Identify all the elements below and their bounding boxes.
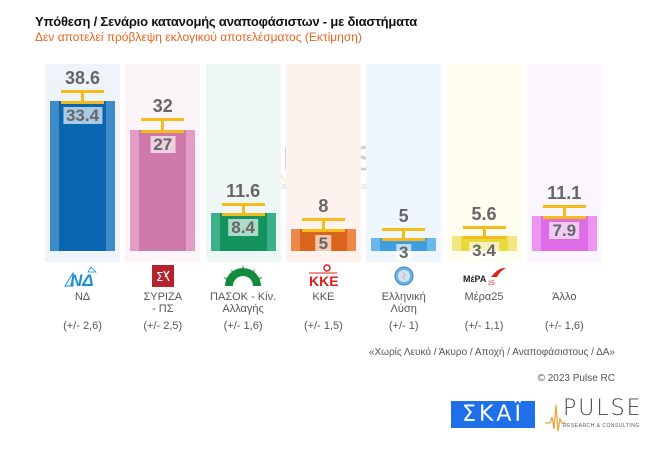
kke-logo-icon: ΚΚΕ xyxy=(286,264,361,288)
party-column: 32 27 xyxy=(125,64,201,262)
party-name: Μέρα25 xyxy=(464,291,504,303)
party-name: ΠΑΣΟΚ - Κίν. Αλλαγής xyxy=(210,291,277,315)
mera25-logo-icon: ΜέΡΑ 25 xyxy=(447,264,522,288)
svg-text:Σ: Σ xyxy=(156,270,164,284)
error-whisker xyxy=(382,227,426,241)
party-name: Ελληνική Λύση xyxy=(381,291,426,315)
error-whisker xyxy=(221,202,265,217)
upper-value-label: 32 xyxy=(152,95,173,116)
pulse-logo-word: PULSE xyxy=(563,396,643,421)
margin-of-error: (+/- 2,5) xyxy=(143,320,183,332)
pasok-logo-icon xyxy=(206,264,281,288)
lower-value-label: 5 xyxy=(315,234,332,252)
margin-of-error: (+/- 1,6) xyxy=(223,320,263,332)
bar-inner xyxy=(59,101,106,251)
party-column: 11.1 7.9 xyxy=(526,64,602,262)
nd-logo-icon: ΝΔ xyxy=(45,264,120,288)
lower-value-label: 33.4 xyxy=(62,107,103,125)
lower-value-label: 3.4 xyxy=(469,241,499,259)
margin-of-error: (+/- 1,5) xyxy=(303,320,343,332)
error-whisker xyxy=(462,225,506,239)
upper-value-label: 5.6 xyxy=(471,203,497,224)
syriza-logo-icon: Σ xyxy=(125,264,200,288)
party-name: ΝΔ xyxy=(74,291,91,303)
svg-text:ΜέΡΑ: ΜέΡΑ xyxy=(463,274,487,284)
margin-of-error: (+/- 1) xyxy=(388,320,419,332)
lower-value-label: 3 xyxy=(395,243,412,261)
svg-text:ΚΚΕ: ΚΚΕ xyxy=(309,273,338,288)
skai-logo: ΣΚΑΪ xyxy=(451,401,535,428)
margin-of-error: (+/- 2,6) xyxy=(63,320,102,332)
party-column: 5.6 3.4 xyxy=(446,64,522,262)
pulse-logo: PULSE RESEARCH & CONSULTING xyxy=(545,396,643,433)
pulse-wave-icon xyxy=(545,404,565,432)
lower-value-label: 8.4 xyxy=(228,219,258,237)
error-whisker xyxy=(61,90,104,105)
no-logo xyxy=(527,264,602,288)
svg-text:ΝΔ: ΝΔ xyxy=(70,271,94,287)
bar-chart: 38.6 33.4 ΝΔ ΝΔ (+/- 2,6) 32 27 Σ ΣΥΡΙΖΑ - ΠΣ (+/… xyxy=(45,64,602,332)
upper-value-label: 5 xyxy=(398,205,409,226)
margin-of-error: (+/- 1,1) xyxy=(464,320,504,332)
upper-value-label: 8 xyxy=(318,195,329,216)
chart-subtitle: Δεν αποτελεί πρόβλεψη εκλογικού αποτελέσ… xyxy=(35,30,362,44)
upper-value-label: 11.6 xyxy=(226,180,261,201)
error-whisker xyxy=(542,204,586,219)
bar-lower-bound xyxy=(50,101,115,251)
elliniki-lysi-logo-icon xyxy=(366,264,441,288)
copyright: © 2023 Pulse RC xyxy=(537,373,615,384)
party-name: ΣΥΡΙΖΑ - ΠΣ xyxy=(143,291,183,315)
lower-value-label: 27 xyxy=(150,135,176,153)
error-whisker xyxy=(301,217,345,232)
party-name: Άλλο xyxy=(552,291,577,303)
chart-title: Υπόθεση / Σενάριο κατανομής αναποφάσιστω… xyxy=(35,14,417,29)
error-whisker xyxy=(141,117,185,133)
footnote: «Χωρίς Λευκό / Άκυρο / Αποχή / Αναποφάσι… xyxy=(368,347,615,358)
margin-of-error: (+/- 1,6) xyxy=(544,320,584,332)
party-name: ΚΚΕ xyxy=(312,291,335,303)
party-column: 11.6 8.4 xyxy=(205,64,281,262)
upper-value-label: 38.6 xyxy=(64,68,101,89)
lower-value-label: 7.9 xyxy=(549,221,580,239)
upper-value-label: 11.1 xyxy=(547,182,582,203)
party-column: 38.6 33.4 xyxy=(45,64,120,262)
svg-text:25: 25 xyxy=(488,281,495,287)
pulse-logo-sub: RESEARCH & CONSULTING xyxy=(563,423,640,429)
